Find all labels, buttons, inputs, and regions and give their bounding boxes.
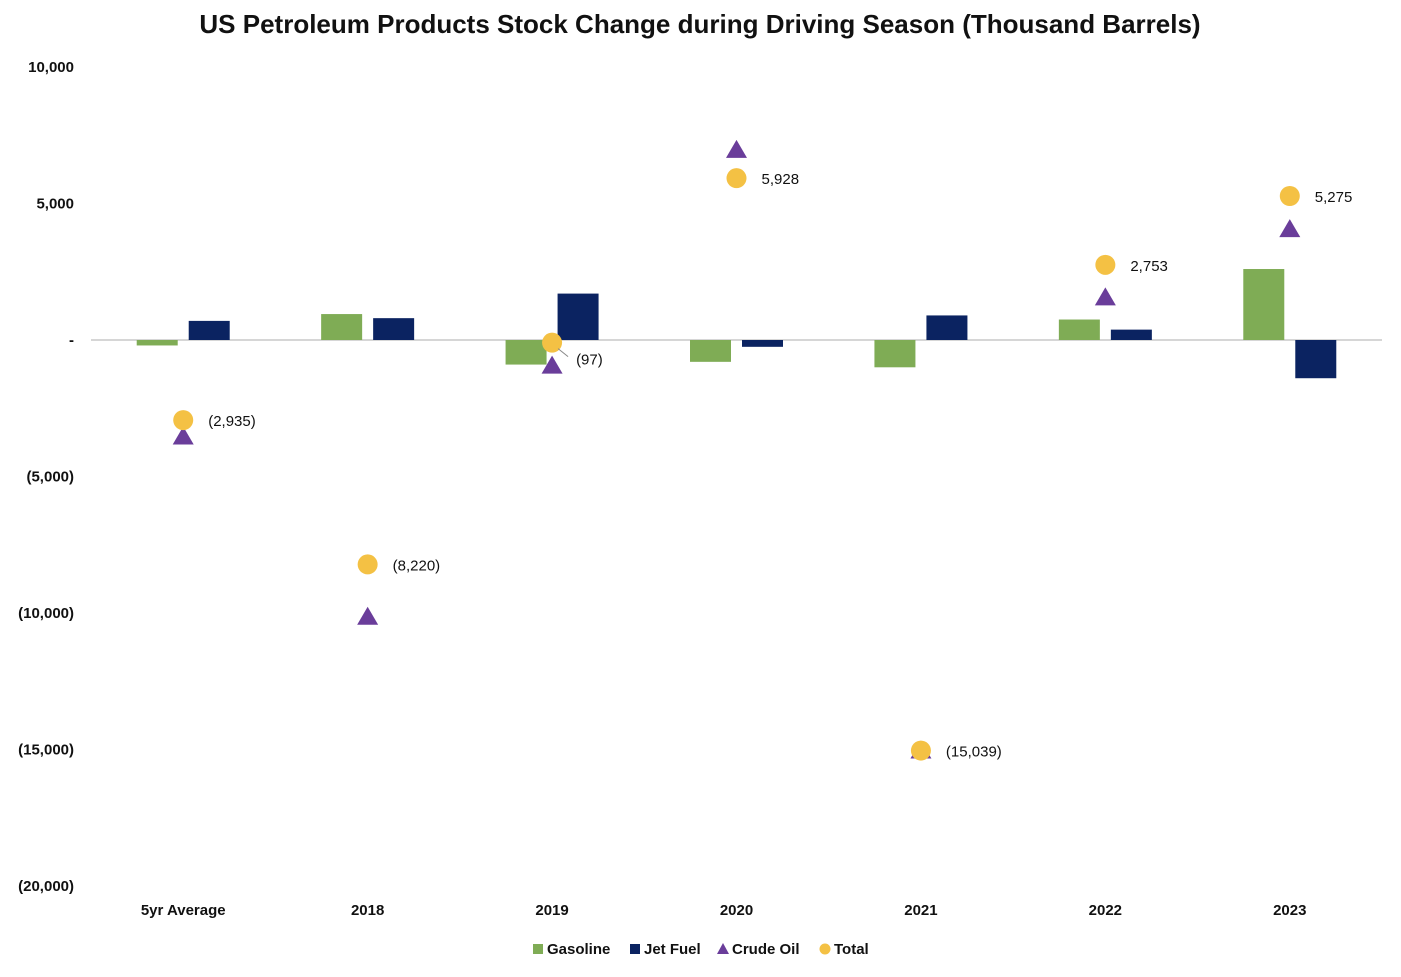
total-marker xyxy=(542,332,563,353)
x-tick-label: 2020 xyxy=(720,902,753,919)
crude-oil-marker xyxy=(172,426,194,445)
total-marker xyxy=(357,554,378,575)
crude-oil-marker xyxy=(541,355,563,374)
y-axis: 10,000 5,000 - (5,000) (10,000) (15,000) (20,0… xyxy=(18,59,74,895)
y-tick-label: - xyxy=(69,332,74,349)
jet-fuel-bar xyxy=(926,315,968,340)
jet-fuel-bar xyxy=(1295,340,1337,379)
legend-jet-fuel-swatch xyxy=(630,944,640,954)
legend-gasoline-swatch xyxy=(533,944,543,954)
gasoline-bar xyxy=(1058,319,1100,340)
crude-oil-marker xyxy=(1279,219,1301,238)
bar-layer xyxy=(136,269,1337,379)
x-axis: 5yr Average 2018 2019 2020 2021 2022 2023 xyxy=(141,902,1307,919)
gasoline-bar xyxy=(136,340,178,346)
jet-fuel-bar xyxy=(373,318,415,340)
legend-crude-oil-label: Crude Oil xyxy=(732,941,800,958)
total-data-label: 5,275 xyxy=(1315,189,1353,206)
y-tick-label: (10,000) xyxy=(18,605,74,622)
y-tick-label: (5,000) xyxy=(26,469,74,486)
legend-crude-oil-swatch xyxy=(717,943,729,954)
total-data-label: (97) xyxy=(576,352,603,369)
legend-total-swatch xyxy=(819,943,831,955)
total-marker xyxy=(1279,185,1300,206)
chart-title: US Petroleum Products Stock Change durin… xyxy=(199,9,1200,39)
jet-fuel-bar xyxy=(188,320,230,340)
y-tick-label: (15,000) xyxy=(18,742,74,759)
crude-oil-marker xyxy=(1094,287,1116,306)
y-tick-label: 5,000 xyxy=(36,196,74,213)
total-data-label: (2,935) xyxy=(208,413,256,430)
total-marker xyxy=(1095,254,1116,275)
gasoline-bar xyxy=(505,340,547,365)
legend-total-label: Total xyxy=(834,941,869,958)
legend: Gasoline Jet Fuel Crude Oil Total xyxy=(533,941,869,958)
legend-jet-fuel-label: Jet Fuel xyxy=(644,941,701,958)
y-tick-label: (20,000) xyxy=(18,878,74,895)
total-marker xyxy=(726,168,747,189)
jet-fuel-bar xyxy=(557,293,599,340)
gasoline-bar xyxy=(690,340,731,362)
x-tick-label: 2022 xyxy=(1089,902,1122,919)
x-tick-label: 2023 xyxy=(1273,902,1306,919)
total-data-label: (15,039) xyxy=(946,744,1002,761)
total-marker xyxy=(173,410,194,431)
y-tick-label: 10,000 xyxy=(28,59,74,76)
x-tick-label: 2018 xyxy=(351,902,384,919)
gasoline-bar xyxy=(321,314,363,340)
marker-layer: (2,935) (8,220) (97) 5,928 (15,039) 2,753 5,27… xyxy=(172,139,1353,761)
gasoline-bar xyxy=(874,340,916,368)
total-data-label: 5,928 xyxy=(762,171,800,188)
x-tick-label: 2021 xyxy=(904,902,937,919)
jet-fuel-bar xyxy=(742,340,783,347)
total-marker xyxy=(910,740,931,761)
x-tick-label: 2019 xyxy=(535,902,568,919)
total-data-label: 2,753 xyxy=(1130,258,1168,275)
gasoline-bar xyxy=(1243,269,1285,340)
jet-fuel-bar xyxy=(1110,329,1152,340)
crude-oil-marker xyxy=(726,139,747,158)
total-data-label: (8,220) xyxy=(393,557,441,574)
crude-oil-marker xyxy=(357,606,379,625)
label-leader-line xyxy=(557,348,569,358)
legend-gasoline-label: Gasoline xyxy=(547,941,610,958)
x-tick-label: 5yr Average xyxy=(141,902,226,919)
